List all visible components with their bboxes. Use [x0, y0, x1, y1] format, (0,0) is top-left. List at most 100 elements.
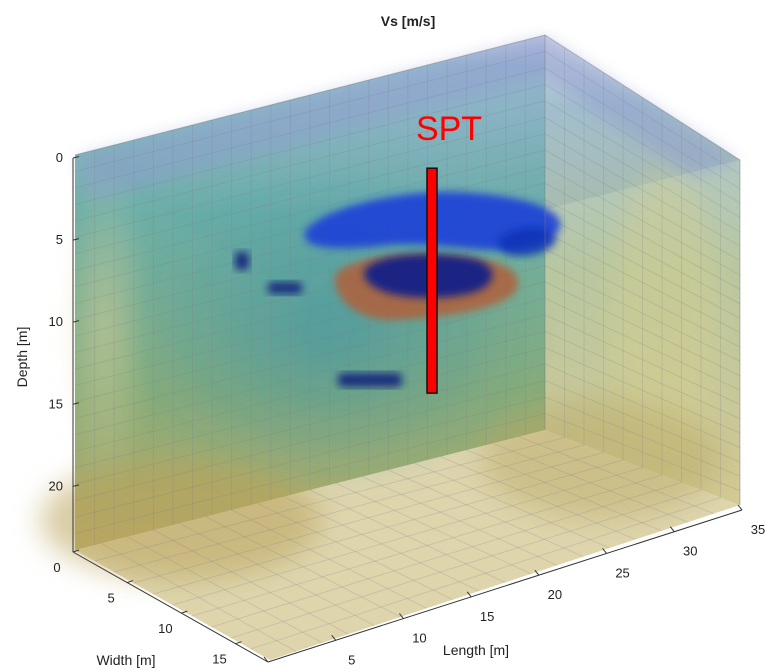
depth-tick-mark: [72, 156, 80, 159]
grid-line: [74, 264, 741, 386]
low-velocity-anomaly-right: [498, 227, 556, 256]
small-anomaly-1: [235, 252, 249, 270]
grid-line: [283, 496, 480, 592]
depth-tick-label: 15: [49, 396, 63, 411]
depth-tick-label: 5: [56, 232, 63, 247]
right-edge-lightening: [610, 170, 720, 470]
grid-line: [388, 469, 584, 558]
grid-line: [414, 462, 610, 549]
grid-line: [113, 444, 585, 573]
grid-line: [74, 166, 741, 288]
chart-title: Vs [m/s]: [381, 13, 435, 29]
grid-line: [362, 476, 558, 566]
length-ticks: 05101520253035: [263, 504, 765, 667]
depth-tick-mark: [72, 484, 80, 487]
length-tick-label: 20: [548, 587, 562, 602]
grid-line: [94, 437, 565, 562]
small-anomaly-2: [268, 282, 302, 294]
box-edges: [74, 34, 741, 505]
length-tick-label: 10: [412, 631, 426, 646]
grid-line: [100, 542, 297, 652]
grid-line: [74, 363, 741, 485]
width-tick-mark: [72, 549, 80, 553]
grid-line: [440, 456, 636, 540]
length-axis-label: Length [m]: [443, 642, 509, 658]
depth-tick-mark: [72, 402, 80, 405]
length-tick-mark: [331, 634, 337, 641]
grid-line: [74, 314, 741, 436]
grid-line: [492, 442, 688, 523]
width-tick-mark: [127, 580, 134, 584]
grid-line: [230, 489, 702, 639]
width-tick-mark: [181, 610, 188, 614]
spt-label: SPT: [416, 110, 482, 148]
length-tick-mark: [669, 526, 675, 533]
grid-line: [466, 449, 662, 532]
grid-line: [74, 100, 741, 222]
grid-line: [74, 330, 741, 452]
length-tick-label: 15: [480, 609, 494, 624]
grid-line: [335, 482, 532, 575]
grid-line: [231, 509, 427, 609]
depth-tick-mark: [72, 238, 80, 241]
grid-line: [205, 516, 401, 618]
length-tick-mark: [737, 504, 743, 511]
grid-line: [74, 116, 741, 238]
grid-line: [74, 182, 741, 304]
grid-line: [179, 522, 375, 626]
depth-tick-label: 0: [56, 150, 63, 165]
width-tick-mark: [235, 641, 242, 645]
grid-line: [74, 396, 741, 518]
grid-line: [152, 459, 624, 595]
grid-line: [172, 467, 643, 606]
width-ticks: 0 5 10 15: [53, 549, 242, 667]
depth-axis-label: Depth [m]: [14, 327, 30, 388]
grid-line: [74, 281, 741, 403]
grid-line: [191, 474, 663, 617]
grid-line: [309, 489, 506, 583]
grid-line: [211, 482, 682, 628]
grid-line: [74, 380, 741, 502]
length-axis-line: [267, 509, 743, 663]
length-tick-label: 30: [683, 544, 697, 559]
grid-line: [74, 83, 741, 205]
depth-tick-label: 20: [49, 478, 63, 493]
length-tick-mark: [534, 569, 540, 576]
width-tick-label: 10: [158, 621, 172, 636]
left-edge-lightening: [60, 160, 150, 500]
bottom-right-warm: [480, 400, 720, 520]
width-tick-label: 15: [212, 652, 226, 667]
grid-line: [250, 497, 721, 650]
grid-line: [74, 133, 741, 255]
grid-line: [74, 149, 741, 271]
width-tick-label: 0: [53, 560, 60, 575]
grid-line: [74, 347, 741, 469]
depth-tick-mark: [72, 320, 80, 323]
length-tick-label: 5: [348, 652, 355, 667]
width-tick-label: 5: [108, 591, 115, 606]
depth-ticks: 0 5 10 15 20: [49, 150, 80, 493]
shallow-haze: [78, 38, 738, 200]
length-tick-label: 35: [751, 522, 765, 537]
length-tick-mark: [263, 656, 269, 663]
grid-line: [74, 50, 741, 175]
spt-bar: [426, 167, 438, 394]
small-anomaly-3: [338, 373, 402, 387]
depth-tick-label: 10: [49, 314, 63, 329]
length-tick-mark: [399, 613, 404, 619]
bottom-left-warm: [40, 460, 320, 580]
length-tick-mark: [602, 548, 607, 554]
grid-line: [153, 529, 349, 635]
grid-line: [74, 413, 741, 535]
grid-line: [126, 536, 323, 644]
length-tick-label: 25: [615, 565, 629, 580]
grid-line: [257, 502, 453, 601]
grid-line: [133, 452, 604, 584]
width-axis-label: Width [m]: [96, 652, 155, 668]
grid-line: [74, 67, 741, 190]
grid-line: [518, 436, 715, 515]
grid-line: [74, 199, 741, 321]
length-tick-mark: [466, 591, 472, 598]
grid-line: [74, 297, 741, 419]
